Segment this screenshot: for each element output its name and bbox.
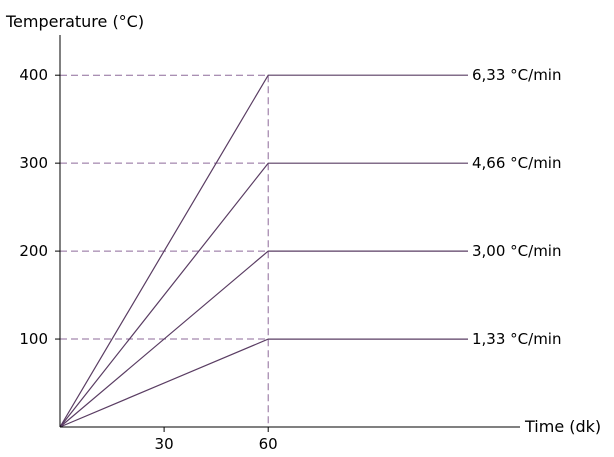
series-line-2 (59, 162, 468, 428)
y-tick-label: 200 (19, 242, 48, 260)
axis-layer (59, 35, 520, 428)
series-line-3 (59, 250, 468, 428)
series-layer (59, 74, 468, 428)
y-tick-label: 400 (19, 66, 48, 84)
series-label: 4,66 °C/min (472, 154, 561, 172)
series-line-4 (59, 338, 468, 428)
x-tick-label: 60 (259, 435, 278, 453)
series-labels: 6,33 °C/min 4,66 °C/min 3,00 °C/min 1,33 °C… (472, 66, 561, 348)
series-label: 3,00 °C/min (472, 242, 561, 260)
x-tick-label: 30 (155, 435, 174, 453)
series-line-1 (59, 74, 468, 428)
y-tick-label: 300 (19, 154, 48, 172)
y-axis-title: Temperature (°C) (5, 12, 144, 31)
series-label: 1,33 °C/min (472, 330, 561, 348)
tick-labels: 100 200 300 400 30 60 (19, 66, 277, 453)
x-axis-title: Time (dk) (524, 417, 601, 436)
y-tick-label: 100 (19, 330, 48, 348)
series-label: 6,33 °C/min (472, 66, 561, 84)
